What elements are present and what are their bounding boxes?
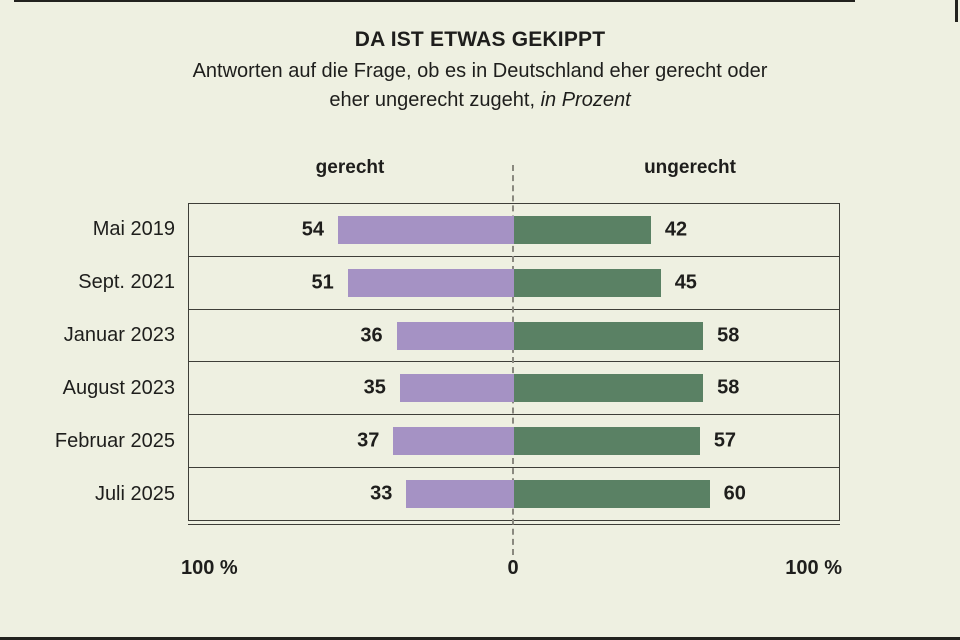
zero-axis-dashed-line (512, 165, 514, 555)
bar-ungerecht (514, 427, 700, 456)
chart-row: 51 45 (189, 257, 839, 310)
chart-plot-area: 54 42 51 45 36 58 35 58 37 57 33 60 (188, 203, 840, 525)
bar-gerecht (396, 321, 514, 350)
bar-gerecht (337, 215, 514, 244)
bar-ungerecht (514, 321, 704, 350)
value-ungerecht: 58 (717, 324, 740, 347)
value-ungerecht: 60 (723, 482, 746, 505)
bar-ungerecht (514, 480, 710, 509)
chart-row: 36 58 (189, 310, 839, 363)
column-header-gerecht: gerecht (315, 157, 385, 178)
category-labels: Mai 2019 Sept. 2021 Januar 2023 August 2023… (0, 203, 175, 521)
chart-title: DA IST ETWAS GEKIPPT (354, 28, 606, 51)
frame-top-line (14, 0, 855, 2)
frame-corner-tick (955, 0, 958, 22)
value-gerecht: 37 (357, 429, 380, 452)
bar-gerecht (399, 374, 514, 403)
subtitle-unit: in Prozent (540, 89, 631, 111)
value-ungerecht: 58 (717, 376, 740, 399)
bar-ungerecht (514, 268, 661, 297)
subtitle-line2: eher ungerecht zugeht, (329, 89, 536, 111)
category-label: Juli 2025 (94, 483, 175, 505)
category-label: Sept. 2021 (78, 271, 175, 293)
value-ungerecht: 45 (674, 271, 697, 294)
chart-row: 33 60 (189, 468, 839, 520)
value-gerecht: 36 (360, 324, 383, 347)
axis-label-left: 100 % (181, 557, 238, 579)
value-ungerecht: 42 (664, 218, 688, 241)
axis-label-zero: 0 (507, 557, 519, 579)
bar-gerecht (393, 427, 514, 456)
chart-row: 37 57 (189, 415, 839, 469)
value-gerecht: 35 (363, 376, 386, 399)
chart-row: 54 42 (189, 204, 839, 257)
chart-subtitle: Antworten auf die Frage, ob es in Deutsc… (0, 57, 960, 115)
bar-gerecht (347, 268, 514, 297)
value-ungerecht: 57 (713, 429, 737, 452)
axis-label-right: 100 % (785, 557, 842, 579)
value-gerecht: 54 (301, 218, 324, 241)
category-label: Mai 2019 (92, 218, 175, 240)
value-gerecht: 33 (370, 482, 393, 505)
bar-ungerecht (514, 374, 704, 403)
bar-ungerecht (514, 215, 651, 244)
bar-gerecht (406, 480, 514, 509)
chart-row: 35 58 (189, 362, 839, 416)
category-label: Februar 2025 (54, 430, 175, 452)
category-label: Januar 2023 (63, 324, 175, 346)
category-label: August 2023 (62, 377, 175, 399)
column-header-ungerecht: ungerecht (644, 157, 736, 178)
frame-bottom-line (0, 637, 960, 640)
value-gerecht: 51 (311, 271, 334, 294)
subtitle-line1: Antworten auf die Frage, ob es in Deutsc… (192, 60, 768, 82)
